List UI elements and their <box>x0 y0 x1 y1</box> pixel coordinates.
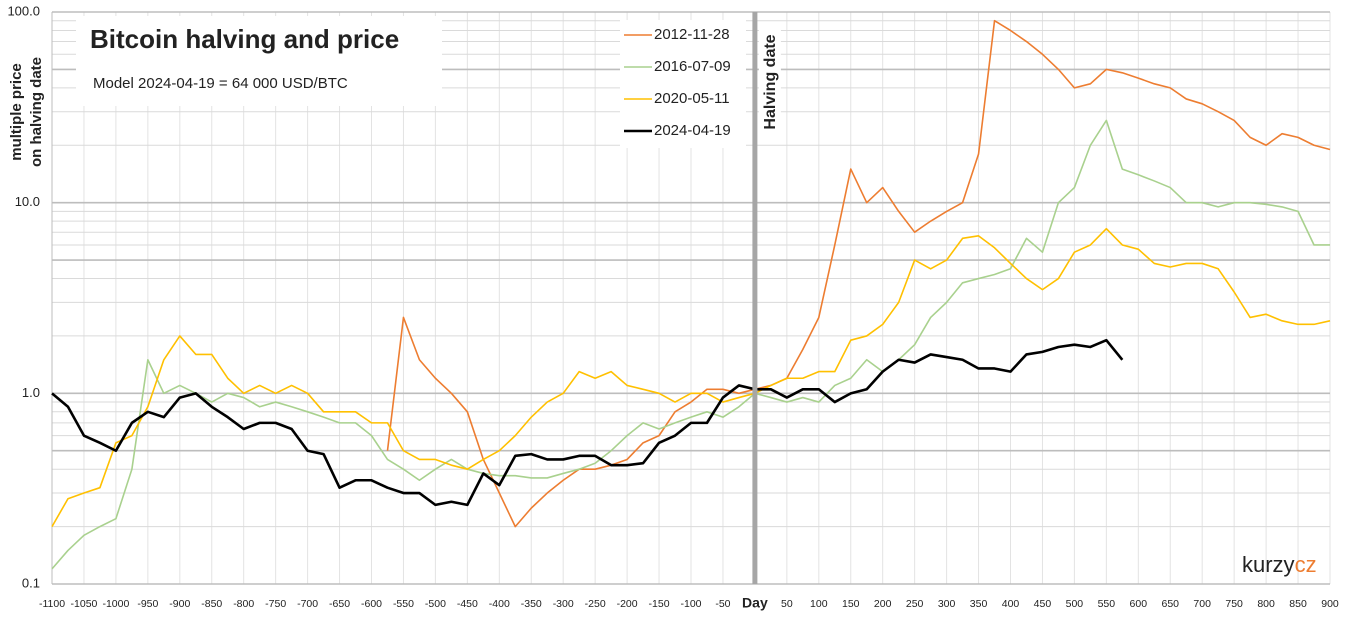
x-tick-label: 500 <box>1066 598 1084 610</box>
x-tick-label: -850 <box>201 598 222 610</box>
x-tick-label: -250 <box>585 598 606 610</box>
x-tick-label: -1050 <box>71 598 98 610</box>
x-tick-label: Day <box>742 595 768 611</box>
x-tick-label: -600 <box>361 598 382 610</box>
legend-label: 2020-05-11 <box>654 90 730 107</box>
y-tick-label: 0.1 <box>22 575 40 590</box>
y-tick-label: 10.0 <box>15 194 40 209</box>
x-tick-label: 450 <box>1034 598 1052 610</box>
lines <box>51 19 1331 570</box>
x-tick-label: -150 <box>649 598 670 610</box>
x-tick-label: -650 <box>329 598 350 610</box>
x-tick-label: -900 <box>169 598 190 610</box>
legend-box <box>620 20 746 148</box>
x-tick-label: 900 <box>1321 598 1339 610</box>
x-tick-label: 600 <box>1130 598 1148 610</box>
title-box <box>76 16 442 106</box>
x-tick-label: 250 <box>906 598 924 610</box>
overlay: Bitcoin halving and price Model 2024-04-… <box>7 3 1338 610</box>
x-tick-label: 200 <box>874 598 892 610</box>
x-tick-label: -100 <box>680 598 701 610</box>
halving-label-bg <box>758 22 781 140</box>
x-tick-label: -550 <box>393 598 414 610</box>
x-tick-label: -750 <box>265 598 286 610</box>
x-tick-label: -950 <box>137 598 158 610</box>
x-tick-label: -500 <box>425 598 446 610</box>
x-tick-label: 550 <box>1098 598 1116 610</box>
x-tick-label: 650 <box>1161 598 1179 610</box>
x-tick-label: 100 <box>810 598 828 610</box>
x-tick-label: 400 <box>1002 598 1020 610</box>
chart-subtitle: Model 2024-04-19 = 64 000 USD/BTC <box>93 75 348 92</box>
x-tick-label: -1000 <box>102 598 129 610</box>
x-tick-label: 750 <box>1225 598 1243 610</box>
x-tick-label: -800 <box>233 598 254 610</box>
series-line <box>51 227 1331 527</box>
x-tick-label: -1100 <box>39 598 65 610</box>
x-tick-label: 850 <box>1289 598 1307 610</box>
series-line <box>386 19 1331 528</box>
legend-label: 2016-07-09 <box>654 58 731 75</box>
x-tick-label: 300 <box>938 598 956 610</box>
x-tick-label: 50 <box>781 598 793 610</box>
x-tick-label: 150 <box>842 598 860 610</box>
y-tick-label: 1.0 <box>22 385 40 400</box>
halving-label: Halving date <box>762 34 779 129</box>
legend: 2012-11-28 2016-07-09 2020-05-11 2024-04-19 <box>624 26 731 139</box>
watermark-suffix: cz <box>1295 552 1317 577</box>
series-line <box>51 119 1330 570</box>
legend-label: 2024-04-19 <box>654 122 731 139</box>
legend-label: 2012-11-28 <box>654 26 730 43</box>
chart-title: Bitcoin halving and price <box>90 24 399 54</box>
x-tick-label: -350 <box>521 598 542 610</box>
watermark-text: kurzy <box>1242 552 1295 577</box>
x-tick-label: 700 <box>1193 598 1211 610</box>
x-tick-label: -450 <box>457 598 478 610</box>
x-tick-label: -200 <box>617 598 638 610</box>
y-axis-label: multiple price <box>8 63 25 161</box>
x-tick-label: -300 <box>553 598 574 610</box>
x-tick-label: 350 <box>970 598 988 610</box>
series-line <box>51 338 1124 507</box>
x-tick-label: -400 <box>489 598 510 610</box>
x-tick-label: 800 <box>1257 598 1275 610</box>
y-axis-label: on halving date <box>28 57 45 167</box>
x-tick-label: -50 <box>715 598 730 610</box>
x-tick-label: -700 <box>297 598 318 610</box>
y-tick-label: 100.0 <box>7 3 40 18</box>
watermark: kurzycz <box>1242 552 1317 577</box>
